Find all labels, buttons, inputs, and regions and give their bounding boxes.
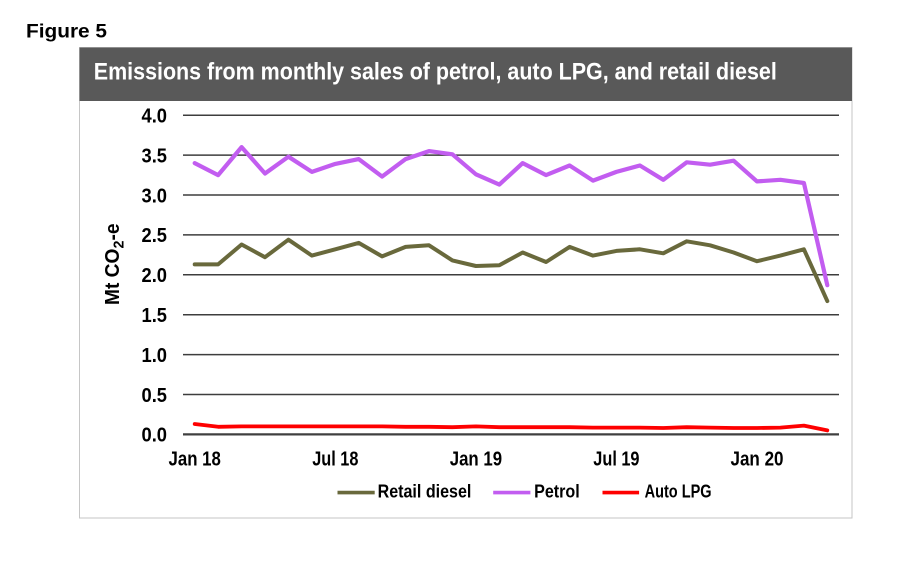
- svg-text:Jul 19: Jul 19: [593, 448, 639, 470]
- svg-text:4.0: 4.0: [142, 106, 168, 128]
- svg-text:Petrol: Petrol: [534, 481, 580, 501]
- svg-text:0.0: 0.0: [142, 425, 168, 447]
- svg-text:1.5: 1.5: [142, 305, 168, 327]
- svg-text:2.5: 2.5: [142, 225, 168, 247]
- svg-text:Emissions from monthly sales o: Emissions from monthly sales of petrol, …: [94, 58, 777, 85]
- svg-text:Mt CO2-e: Mt CO2-e: [102, 224, 128, 306]
- svg-text:Jan 18: Jan 18: [169, 448, 221, 470]
- svg-text:0.5: 0.5: [142, 385, 168, 407]
- svg-text:Jan 19: Jan 19: [450, 448, 502, 470]
- svg-text:2.0: 2.0: [142, 265, 168, 287]
- svg-text:Jul 18: Jul 18: [312, 448, 358, 470]
- svg-text:3.5: 3.5: [142, 145, 168, 167]
- svg-text:Retail diesel: Retail diesel: [378, 481, 472, 501]
- svg-text:Auto LPG: Auto LPG: [645, 481, 712, 501]
- svg-text:3.0: 3.0: [142, 185, 168, 207]
- svg-text:1.0: 1.0: [142, 345, 168, 367]
- svg-text:Jan 20: Jan 20: [731, 448, 784, 470]
- svg-text:Figure 5: Figure 5: [26, 21, 107, 42]
